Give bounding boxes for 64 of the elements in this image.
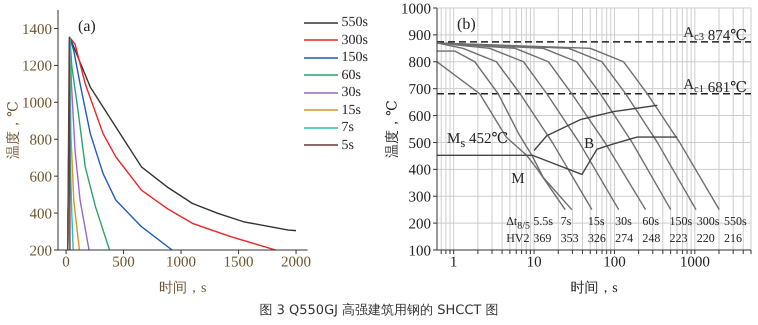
y-tick-label: 600 [408,108,431,125]
annotation: 248 [642,230,660,246]
annotation: 300s [696,212,720,229]
caption: 图 3 Q550GJ 高强建筑用钢的 SHCCT 图 [258,302,500,319]
annotation: M$_{s}$ 452℃ [447,131,508,152]
y-tick-label: 600 [30,169,52,186]
x-tick-label: 2000 [281,254,312,271]
annotation: 369 [533,230,552,246]
legend-label: 550s [342,14,368,32]
annotation: 353 [560,230,579,246]
annotation: 60s [642,212,659,229]
y-tick-label: 1400 [22,22,52,38]
annotation: (b) [457,16,476,34]
annotation: HV2 [506,230,530,246]
annotation: Δt$_{8/5}$ [506,214,530,232]
x-tick-label: 1500 [224,254,254,271]
y-axis-title: 温度，℃ [6,101,22,159]
x-tick-label: 1000 [166,254,196,271]
x-axis-title: 时间，s [159,280,206,296]
legend-label: 15s [342,102,361,119]
y-tick-label: 900 [408,28,431,44]
annotation: 7s [560,212,572,229]
y-axis-title: 温度，℃ [384,100,400,158]
legend-label: 300s [342,32,368,49]
annotation: 550s [724,212,747,229]
legend-label: 5s [342,136,354,154]
y-tick-label: 1200 [22,58,52,75]
legend-label: 30s [342,84,361,102]
annotation: 150s [670,212,692,229]
annotation: 216 [724,230,742,246]
annotation: 220 [696,230,715,246]
y-tick-label: 200 [30,243,52,260]
y-tick-label: 500 [408,136,431,152]
y-tick-label: 400 [408,162,431,179]
legend-label: 7s [342,119,354,136]
legend-label: 60s [342,66,361,84]
ref-line-label: A$_{c1}$ 681℃ [683,76,747,96]
y-tick-label: 800 [408,55,431,72]
annotation: 15s [588,212,605,229]
y-tick-label: 200 [408,216,431,232]
annotation: M [511,170,525,187]
x-tick-label: 1 [450,254,458,271]
annotation: 223 [670,230,688,246]
ref-line-label: A$_{c3}$ 874℃ [683,24,747,44]
annotation: 30s [615,212,632,229]
x-tick-label: 100 [603,254,626,271]
x-axis-title: 时间，s [570,280,618,296]
y-tick-label: 100 [408,243,431,260]
x-tick-label: 0 [62,254,70,271]
legend-label: 150s [342,49,368,66]
y-tick-label: 1000 [401,1,431,18]
y-tick-label: 300 [408,190,431,206]
y-tick-label: 1000 [22,96,52,112]
y-tick-label: 700 [408,82,431,98]
annotation: 326 [588,230,606,246]
x-tick-label: 1000 [680,254,710,271]
annotation: B [584,136,594,152]
annotation: 274 [615,230,634,246]
annotation: (a) [78,18,96,36]
y-tick-label: 800 [30,132,52,149]
y-tick-label: 400 [30,206,52,222]
x-tick-label: 10 [526,254,542,271]
x-tick-label: 500 [112,254,135,271]
annotation: 5.5s [533,212,554,229]
